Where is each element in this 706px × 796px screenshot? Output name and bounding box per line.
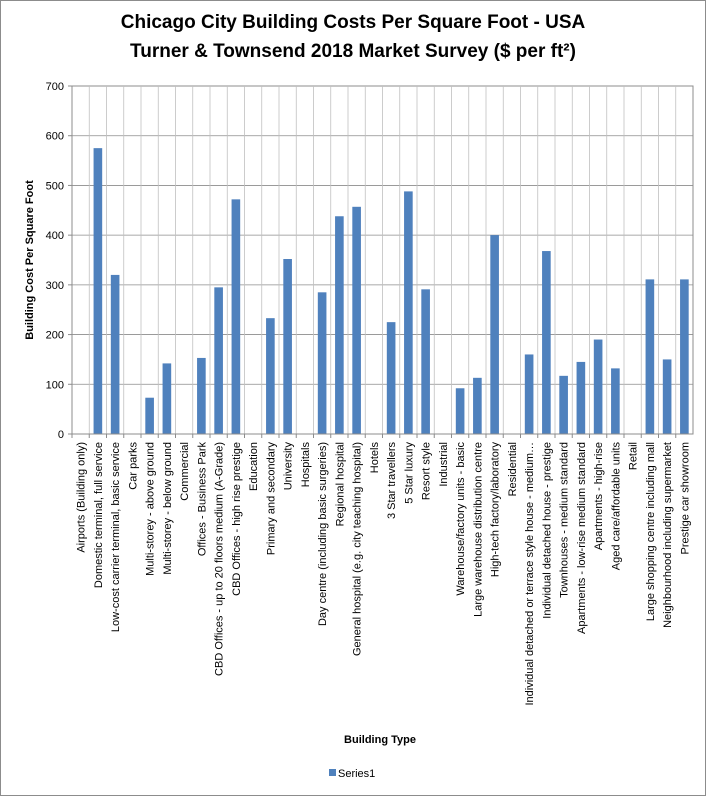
x-tick-label: Industrial — [438, 442, 450, 487]
y-tick-label: 400 — [46, 230, 64, 242]
chart-title: Chicago City Building Costs Per Square F… — [0, 8, 706, 66]
x-tick-label: Airports (Building only) — [76, 442, 88, 553]
x-tick-label: Townhouses - medium standard — [559, 442, 571, 598]
y-tick-label: 100 — [46, 379, 64, 391]
x-axis-ticks: Airports (Building only) Domestic termina… — [71, 433, 693, 706]
x-tick-label: Prestige car showroom — [679, 442, 691, 555]
bar — [386, 322, 396, 434]
bar — [455, 388, 465, 434]
chart-title-line-1: Chicago City Building Costs Per Square F… — [120, 12, 586, 33]
y-tick-label: 500 — [46, 180, 64, 192]
bar — [421, 289, 430, 434]
y-tick-label: 200 — [46, 330, 64, 342]
bar — [524, 354, 534, 434]
x-tick-label: Aged care/affordable units — [610, 442, 622, 571]
bar — [335, 216, 344, 434]
x-tick-label: Multi-storey - above ground — [145, 442, 157, 576]
bar — [317, 292, 327, 434]
x-tick-label: Day centre (including basic surgeries) — [317, 442, 329, 626]
x-tick-label: Hotels — [369, 442, 381, 474]
x-tick-label: Education — [248, 442, 260, 491]
legend-label: Series1 — [338, 768, 375, 780]
x-tick-label: Individual detached or terrace style hou… — [524, 442, 536, 706]
legend: Series1 — [329, 768, 375, 780]
bar — [352, 206, 361, 434]
bar — [110, 274, 120, 434]
x-tick-label: Multi-storey - below ground — [162, 442, 174, 575]
bar — [662, 359, 672, 434]
bar — [593, 339, 603, 434]
x-tick-label: Warehouse/factory units - basic — [455, 442, 467, 596]
bar — [576, 361, 586, 434]
x-tick-label: Regional hospital — [334, 442, 346, 526]
x-tick-label: 5 Star luxury — [403, 442, 415, 504]
bar — [162, 363, 172, 434]
x-tick-label: Apartments - high-rise — [593, 442, 605, 550]
bar — [680, 279, 689, 434]
x-tick-label: Domestic terminal, full service — [93, 442, 105, 588]
bar — [266, 318, 275, 434]
x-tick-label: Resort style — [421, 442, 433, 500]
bar — [145, 397, 154, 434]
bar — [283, 259, 292, 434]
bar — [214, 287, 223, 434]
legend-swatch — [329, 769, 336, 776]
x-axis-title: Building Type — [344, 734, 416, 746]
bar — [231, 199, 241, 434]
chart-title-line-2: Turner & Townsend 2018 Market Survey ($ … — [130, 41, 576, 62]
bars — [93, 148, 689, 434]
x-tick-label: Retail — [628, 442, 640, 470]
x-tick-label: General hospital (e.g. city teaching hos… — [352, 442, 364, 656]
x-tick-label: Neighbourhood including supermarket — [662, 442, 674, 628]
x-tick-label: Hospitals — [300, 442, 312, 488]
x-tick-label: Car parks — [127, 442, 139, 490]
y-axis-title: Building Cost Per Square Foot — [24, 180, 36, 340]
bar — [404, 191, 413, 434]
x-tick-label: Individual detached house - prestige — [541, 442, 553, 619]
x-tick-label: 3 Star travellers — [386, 442, 398, 520]
x-tick-label: CBD Offices - high rise prestige — [231, 442, 243, 596]
bar — [611, 368, 620, 434]
x-tick-label: Low-cost carrier terminal, basic service — [110, 442, 122, 632]
x-tick-label: Offices - Business Park — [196, 442, 208, 557]
x-tick-label: Residential — [507, 442, 519, 496]
x-tick-label: Commercial — [179, 442, 191, 501]
x-tick-label: Large warehouse distribution centre — [472, 442, 484, 617]
y-tick-label: 600 — [46, 131, 64, 143]
bar — [197, 357, 206, 434]
y-tick-label: 300 — [46, 280, 64, 292]
y-tick-label: 0 — [58, 429, 64, 441]
bar — [490, 235, 499, 434]
x-tick-label: University — [283, 442, 295, 491]
bar — [473, 377, 482, 434]
x-tick-label: Apartments - low-rise medium standard — [576, 442, 588, 634]
x-tick-label: Large shopping centre including mall — [645, 442, 657, 621]
x-tick-label: High-tech factory/laboratory — [490, 442, 502, 578]
y-axis-ticks: 0 100 200 300 400 500 600 700 — [46, 81, 73, 441]
bar — [542, 251, 551, 434]
bar — [559, 375, 568, 434]
bar — [645, 279, 655, 434]
y-tick-label: 700 — [46, 81, 64, 93]
x-tick-label: Primary and secondary — [265, 442, 277, 556]
x-tick-label: CBD Offices - up to 20 floors medium (A-… — [214, 442, 226, 676]
bar — [93, 148, 103, 434]
